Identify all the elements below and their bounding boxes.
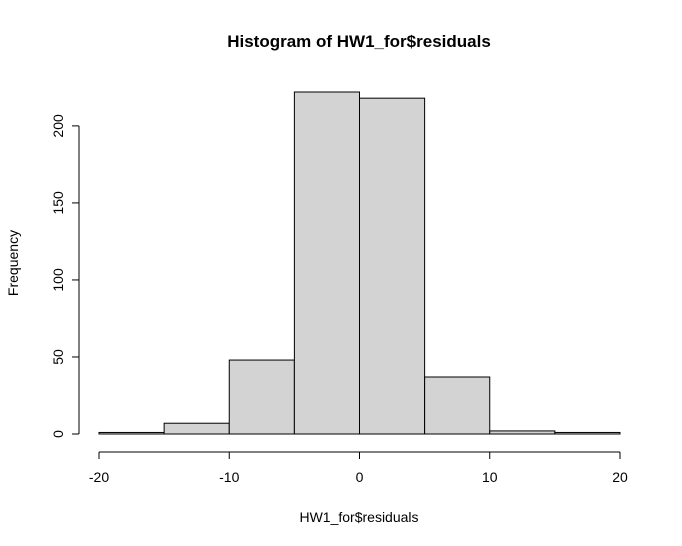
x-axis: -20 -10 0 10 20 [89, 451, 628, 485]
y-tick-label: 0 [50, 430, 66, 438]
x-tick-label: 20 [612, 469, 628, 485]
y-tick-label: 100 [50, 268, 66, 292]
x-tick-label: 10 [482, 469, 498, 485]
histogram-bar [489, 430, 556, 435]
histogram-bar [424, 376, 491, 435]
histogram-bar [163, 422, 230, 435]
x-tick-label: -20 [89, 469, 109, 485]
histogram-bar [293, 91, 360, 435]
histogram-bar [98, 431, 165, 435]
x-tick-label: -10 [219, 469, 239, 485]
y-tick-label: 50 [50, 349, 66, 365]
y-axis: 0 50 100 150 200 [50, 114, 80, 438]
histogram-bar [359, 97, 426, 435]
histogram-bar [228, 359, 295, 435]
bars-group [98, 91, 621, 435]
y-tick-label: 200 [50, 114, 66, 138]
y-axis-label: Frequency [5, 230, 21, 296]
chart-title: Histogram of HW1_for$residuals [227, 32, 491, 51]
x-axis-label: HW1_for$residuals [299, 509, 418, 525]
y-tick-label: 150 [50, 191, 66, 215]
x-tick-label: 0 [356, 469, 364, 485]
histogram-bar [554, 431, 621, 435]
